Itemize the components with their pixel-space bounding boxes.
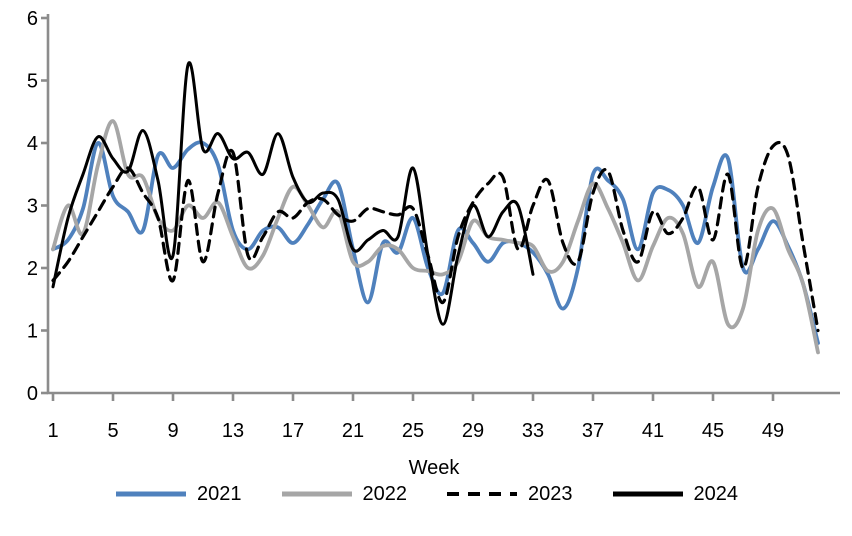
y-axis-tick-label: 4 <box>27 133 38 155</box>
series-line-2022 <box>51 119 820 355</box>
x-axis-tick-label: 5 <box>107 420 118 442</box>
y-axis-tick-label: 1 <box>27 321 38 343</box>
x-axis-tick-label: 21 <box>342 420 364 442</box>
x-axis-tick-label: 33 <box>522 420 544 442</box>
legend-item-2022: 2022 <box>280 483 408 505</box>
x-axis-title: Week <box>409 457 461 479</box>
x-axis-tick-label: 49 <box>762 420 784 442</box>
x-axis-tick-label: 45 <box>702 420 724 442</box>
x-axis-tick-label: 25 <box>402 420 424 442</box>
y-axis-tick-label: 6 <box>27 8 38 30</box>
y-axis-tick-label: 5 <box>27 71 38 93</box>
legend-item-2023: 2023 <box>445 484 573 504</box>
x-axis-tick-label: 17 <box>282 420 304 442</box>
x-axis-tick-label: 13 <box>222 420 244 442</box>
legend-label-2022: 2022 <box>362 483 408 505</box>
y-axis-tick-label: 0 <box>27 383 38 405</box>
legend-item-2024: 2024 <box>611 483 739 505</box>
legend-line-sample-2021 <box>116 491 186 497</box>
legend-line-sample-2023 <box>447 492 517 496</box>
y-axis-tick-label: 3 <box>27 196 38 218</box>
legend-line-sample-2024 <box>612 491 683 497</box>
legend-line-sample-2022 <box>281 491 352 497</box>
legend-label-2021: 2021 <box>197 483 242 505</box>
x-axis-tick-label: 37 <box>582 420 604 442</box>
y-axis-tick-label: 2 <box>27 258 38 280</box>
x-axis-tick-label: 1 <box>47 420 58 442</box>
legend-label-2024: 2024 <box>693 483 739 505</box>
x-axis-tick-label: 41 <box>642 420 664 442</box>
series-line-2024 <box>51 61 535 326</box>
chart-legend: 2021 2022 2023 2024 <box>0 484 852 504</box>
legend-label-2023: 2023 <box>528 483 573 505</box>
x-axis-tick-label: 29 <box>462 420 484 442</box>
series-line-2023 <box>51 140 820 333</box>
x-axis-tick-label: 9 <box>167 420 178 442</box>
legend-item-2021: 2021 <box>114 484 242 504</box>
